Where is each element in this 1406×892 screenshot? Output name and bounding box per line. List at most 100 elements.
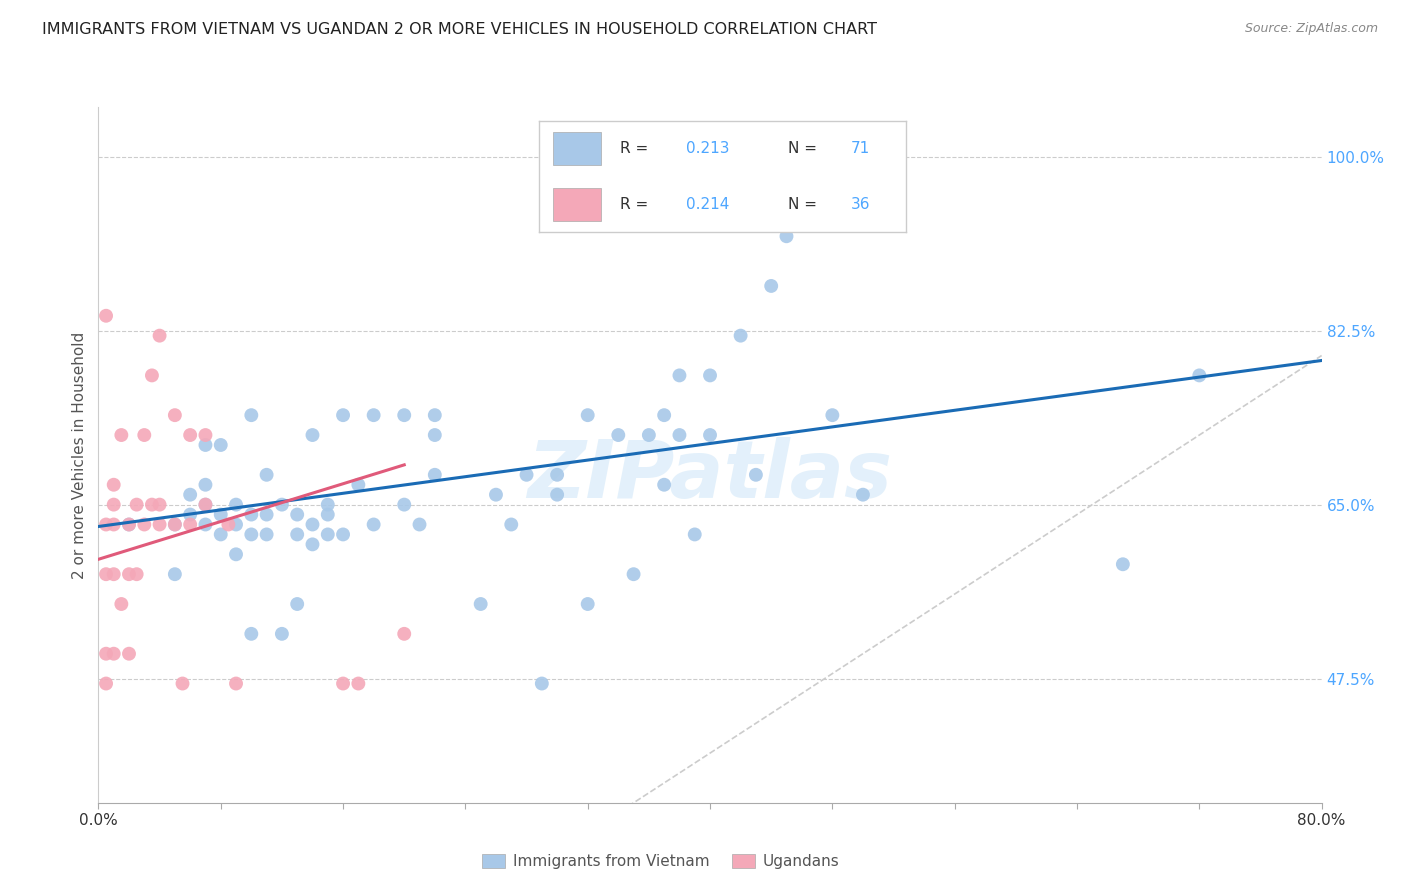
Point: [423, 408, 446, 422]
Point: [759, 279, 782, 293]
Point: [623, 567, 645, 582]
Point: [607, 428, 630, 442]
Point: [546, 488, 568, 502]
Point: [699, 428, 721, 442]
Point: [332, 408, 354, 422]
Point: [125, 498, 148, 512]
Point: [179, 488, 201, 502]
Point: [699, 368, 721, 383]
Point: [1112, 558, 1135, 572]
Legend: Immigrants from Vietnam, Ugandans: Immigrants from Vietnam, Ugandans: [477, 848, 845, 875]
Point: [301, 517, 323, 532]
Point: [163, 517, 186, 532]
Point: [225, 547, 247, 561]
Point: [285, 527, 308, 541]
Point: [316, 508, 339, 522]
Point: [546, 467, 568, 482]
Point: [332, 676, 354, 690]
Point: [103, 477, 125, 491]
Point: [141, 368, 163, 383]
Point: [209, 508, 232, 522]
Point: [149, 328, 172, 343]
Point: [270, 498, 292, 512]
Text: ZIPatlas: ZIPatlas: [527, 437, 893, 515]
Point: [149, 517, 172, 532]
Point: [392, 408, 416, 422]
Point: [821, 408, 844, 422]
Point: [347, 676, 370, 690]
Point: [118, 517, 141, 532]
Point: [94, 567, 117, 582]
Point: [316, 498, 339, 512]
Point: [576, 408, 599, 422]
Point: [194, 498, 217, 512]
Point: [423, 467, 446, 482]
Point: [118, 647, 141, 661]
Point: [163, 567, 186, 582]
Point: [94, 517, 117, 532]
Point: [363, 408, 385, 422]
Point: [530, 676, 553, 690]
Y-axis label: 2 or more Vehicles in Household: 2 or more Vehicles in Household: [72, 331, 87, 579]
Text: Source: ZipAtlas.com: Source: ZipAtlas.com: [1244, 22, 1378, 36]
Point: [149, 498, 172, 512]
Point: [103, 647, 125, 661]
Point: [194, 428, 217, 442]
Point: [332, 527, 354, 541]
Point: [240, 408, 263, 422]
Point: [683, 527, 706, 541]
Point: [225, 498, 247, 512]
Point: [94, 309, 117, 323]
Point: [110, 597, 132, 611]
Point: [652, 408, 675, 422]
Point: [745, 467, 768, 482]
Point: [94, 676, 117, 690]
Point: [316, 527, 339, 541]
Point: [179, 428, 201, 442]
Point: [516, 467, 538, 482]
Point: [423, 428, 446, 442]
Point: [301, 428, 323, 442]
Point: [852, 488, 875, 502]
Point: [118, 567, 141, 582]
Point: [163, 408, 186, 422]
Point: [179, 517, 201, 532]
Point: [775, 229, 797, 244]
Point: [194, 498, 217, 512]
Point: [194, 517, 217, 532]
Point: [256, 467, 278, 482]
Point: [225, 517, 247, 532]
Point: [134, 428, 156, 442]
Point: [225, 676, 247, 690]
Point: [172, 676, 194, 690]
Point: [103, 498, 125, 512]
Point: [301, 537, 323, 551]
Point: [730, 328, 752, 343]
Point: [256, 527, 278, 541]
Point: [110, 428, 132, 442]
Point: [652, 477, 675, 491]
Point: [118, 517, 141, 532]
Point: [209, 438, 232, 452]
Point: [194, 477, 217, 491]
Point: [256, 508, 278, 522]
Text: IMMIGRANTS FROM VIETNAM VS UGANDAN 2 OR MORE VEHICLES IN HOUSEHOLD CORRELATION C: IMMIGRANTS FROM VIETNAM VS UGANDAN 2 OR …: [42, 22, 877, 37]
Point: [347, 477, 370, 491]
Point: [103, 517, 125, 532]
Point: [125, 567, 148, 582]
Point: [470, 597, 492, 611]
Point: [392, 498, 416, 512]
Point: [209, 527, 232, 541]
Point: [270, 627, 292, 641]
Point: [240, 508, 263, 522]
Point: [668, 368, 690, 383]
Point: [103, 567, 125, 582]
Point: [285, 597, 308, 611]
Point: [637, 428, 661, 442]
Point: [363, 517, 385, 532]
Point: [668, 428, 690, 442]
Point: [501, 517, 523, 532]
Point: [134, 517, 156, 532]
Point: [285, 508, 308, 522]
Point: [217, 517, 239, 532]
